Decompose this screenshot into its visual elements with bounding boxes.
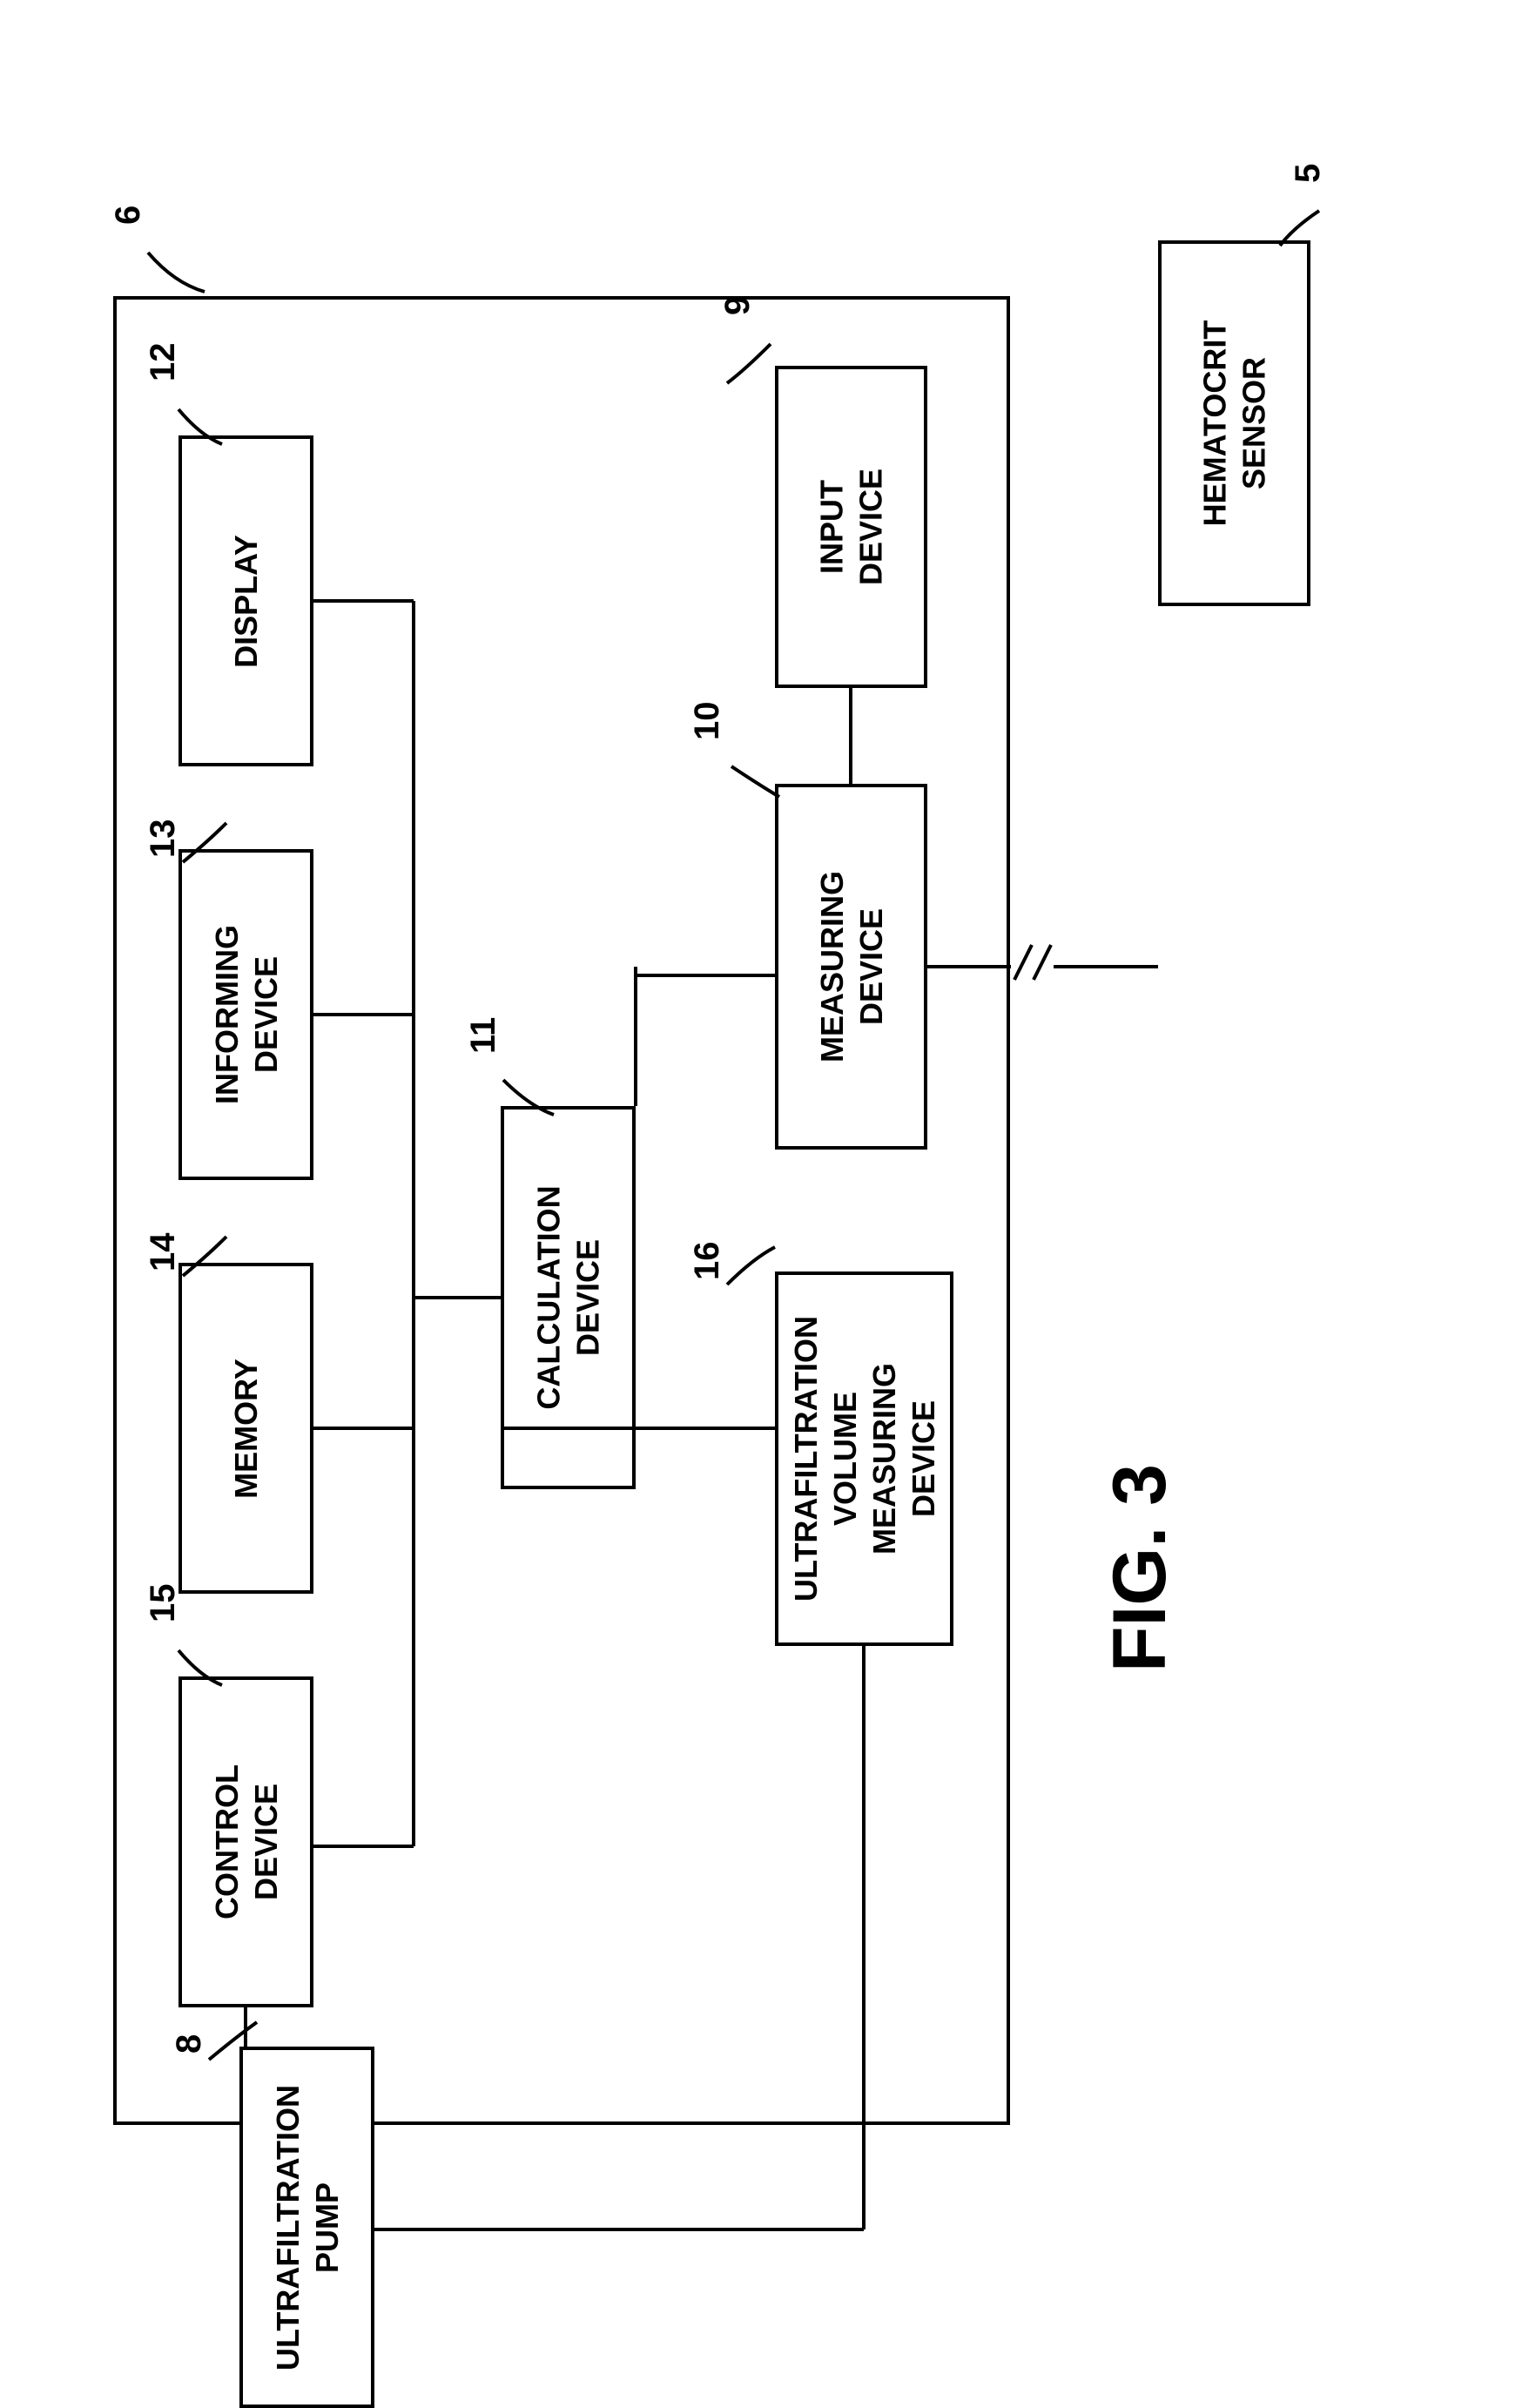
ref-8: 8 (170, 2034, 209, 2054)
ref-16: 16 (688, 1242, 727, 1281)
leader-8 (200, 2012, 266, 2064)
input-device-block: INPUT DEVICE (775, 366, 927, 688)
ref-12: 12 (144, 343, 183, 382)
ref-15: 15 (144, 1584, 183, 1623)
uf-vol-label: ULTRAFILTRATION VOLUME MEASURING DEVICE (786, 1316, 943, 1602)
ref-6: 6 (109, 206, 148, 225)
ref-14: 14 (144, 1233, 183, 1272)
hematocrit-label: HEMATOCRIT SENSOR (1196, 320, 1274, 527)
leader-9 (718, 335, 784, 388)
leader-11 (495, 1071, 560, 1123)
calculation-label: CALCULATION DEVICE (529, 1185, 608, 1409)
display-label: DISPLAY (226, 535, 266, 668)
measuring-label: MEASURING DEVICE (812, 871, 891, 1062)
uf-pump-label: ULTRAFILTRATION PUMP (268, 2085, 347, 2371)
control-label: CONTROL DEVICE (207, 1764, 286, 1919)
control-device-block: CONTROL DEVICE (178, 1676, 313, 2007)
ref-13: 13 (144, 820, 183, 859)
calculation-device-block: CALCULATION DEVICE (501, 1106, 636, 1489)
input-label: INPUT DEVICE (812, 455, 891, 600)
leader-16 (718, 1237, 784, 1289)
memory-label: MEMORY (226, 1359, 266, 1499)
leader-12 (170, 401, 231, 453)
ref-9: 9 (718, 296, 758, 315)
hematocrit-sensor-block: HEMATOCRIT SENSOR (1158, 240, 1310, 606)
figure-label: FIG. 3 (1097, 1464, 1183, 1672)
leader-6 (139, 244, 218, 309)
uf-volume-measuring-block: ULTRAFILTRATION VOLUME MEASURING DEVICE (775, 1271, 953, 1646)
memory-block: MEMORY (178, 1263, 313, 1594)
ref-5: 5 (1289, 164, 1328, 183)
leader-10 (723, 758, 788, 806)
informing-label: INFORMING DEVICE (207, 925, 286, 1104)
leader-5 (1271, 202, 1332, 250)
ultrafiltration-pump-block: ULTRAFILTRATION PUMP (239, 2047, 374, 2408)
ref-11: 11 (464, 1017, 503, 1054)
leader-15 (170, 1642, 231, 1694)
measuring-device-block: MEASURING DEVICE (775, 784, 927, 1150)
ref-10: 10 (688, 702, 727, 741)
display-block: DISPLAY (178, 435, 313, 766)
informing-device-block: INFORMING DEVICE (178, 849, 313, 1180)
